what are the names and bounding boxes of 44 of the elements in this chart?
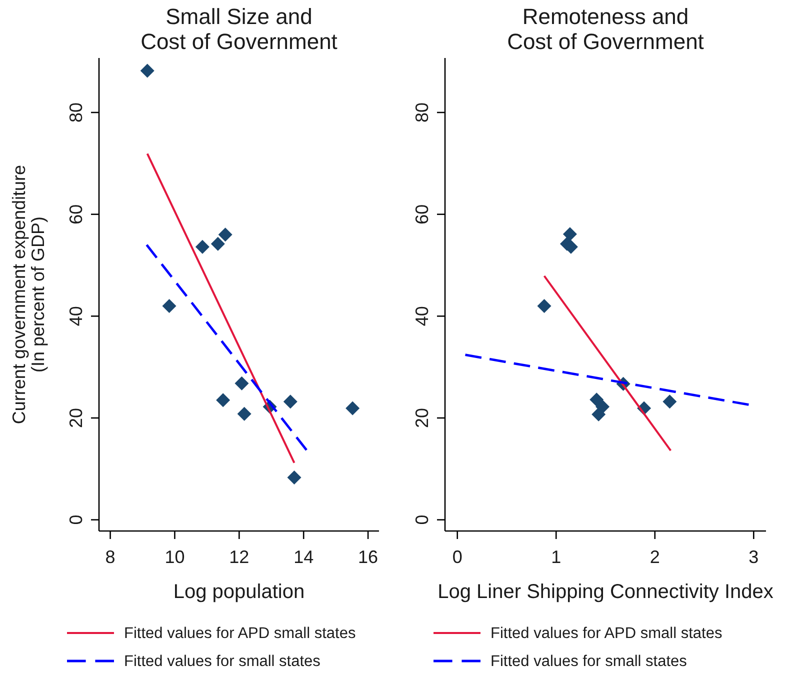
legend-label: Fitted values for small states — [490, 653, 688, 670]
y-tick-label: 20 — [66, 408, 86, 428]
x-tick-label: 16 — [358, 547, 378, 567]
y-tick-label: 0 — [412, 514, 432, 525]
point — [537, 298, 552, 313]
point — [237, 406, 252, 421]
x-tick-label: 12 — [229, 547, 250, 567]
point — [216, 393, 230, 408]
point — [662, 394, 677, 409]
point — [562, 227, 577, 242]
point — [283, 394, 298, 409]
point — [346, 401, 360, 416]
y-tick-label: 0 — [66, 514, 86, 525]
x-tick-label: 1 — [551, 547, 562, 567]
chart-title: Small Size and Cost of Government — [140, 4, 338, 54]
y-axis-title: Current government expenditure (In percent of GDP) — [9, 164, 48, 424]
x-tick-label: 2 — [650, 547, 660, 567]
point — [234, 376, 249, 390]
legend-label: Fitted values for APD small states — [124, 625, 356, 642]
point — [195, 240, 210, 254]
x-tick-label: 0 — [452, 547, 462, 567]
point — [140, 64, 154, 78]
x-axis-title: Log Liner Shipping Connectivity Index — [438, 581, 774, 603]
x-tick-label: 10 — [164, 547, 185, 567]
y-tick-label: 60 — [66, 204, 86, 224]
chart-title: Remoteness and Cost of Government — [507, 4, 704, 54]
point — [287, 470, 302, 485]
x-tick-label: 3 — [748, 547, 759, 567]
x-tick-label: 14 — [294, 547, 314, 567]
y-tick-label: 20 — [412, 408, 432, 428]
y-tick-label: 40 — [66, 306, 86, 326]
y-tick-label: 40 — [412, 306, 432, 326]
point — [592, 407, 606, 422]
point — [162, 298, 176, 313]
x-axis-title: Log population — [173, 581, 305, 603]
y-tick-label: 80 — [412, 102, 432, 122]
y-tick-label: 80 — [66, 102, 86, 122]
legend-label: Fitted values for small states — [124, 653, 321, 670]
x-tick-label: 8 — [105, 547, 116, 567]
point — [218, 228, 232, 242]
point — [210, 236, 225, 251]
y-tick-label: 60 — [412, 204, 432, 224]
point — [590, 392, 604, 407]
legend-label: Fitted values for APD small states — [490, 625, 722, 642]
